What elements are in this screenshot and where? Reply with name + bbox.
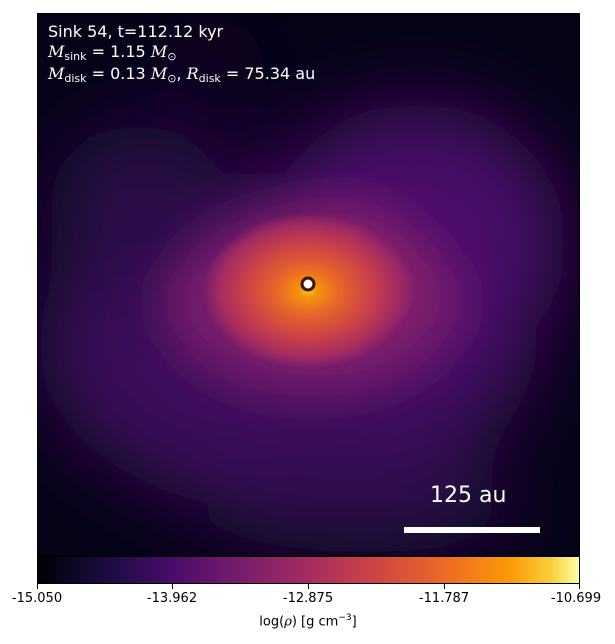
colorbar-tick-label: -13.962 xyxy=(146,591,198,606)
scale-bar-label: 125 au xyxy=(430,483,507,508)
sink-info-line: Sink 54, t=112.12 kyr xyxy=(48,22,224,41)
colorbar-tick xyxy=(172,584,173,589)
colorbar-label-unit: g cm xyxy=(306,614,339,630)
colorbar-tick xyxy=(444,584,445,589)
sink-mass-value: 1.15 xyxy=(110,42,146,61)
sink-marker xyxy=(300,276,316,292)
density-map: Sink 54, t=112.12 kyr Msink = 1.15 M⊙ Md… xyxy=(37,13,580,556)
colorbar-tick-label: -12.875 xyxy=(282,591,334,606)
density-image xyxy=(38,14,579,555)
colorbar-tick-label: -15.050 xyxy=(11,591,63,606)
disk-radius-unit: au xyxy=(295,64,316,83)
colorbar-label-prefix: log( xyxy=(259,614,285,630)
colorbar-tick xyxy=(308,584,309,589)
colorbar-label-exponent: −3 xyxy=(338,613,352,623)
disk-mass-value: 0.13 xyxy=(110,64,146,83)
colorbar-label: log(ρ) [g cm−3] xyxy=(259,613,357,630)
disk-info-line: Mdisk = 0.13 M⊙, Rdisk = 75.34 au xyxy=(48,64,316,85)
colorbar-tick-label: -11.787 xyxy=(418,591,470,606)
sink-mass-line: Msink = 1.15 M⊙ xyxy=(48,42,177,63)
colorbar-tick xyxy=(579,584,580,589)
colorbar xyxy=(37,556,580,584)
colorbar-tick-label: -10.699 xyxy=(550,591,602,606)
disk-radius-value: 75.34 xyxy=(244,64,291,83)
colorbar-tick xyxy=(37,584,38,589)
scale-bar xyxy=(404,527,540,533)
